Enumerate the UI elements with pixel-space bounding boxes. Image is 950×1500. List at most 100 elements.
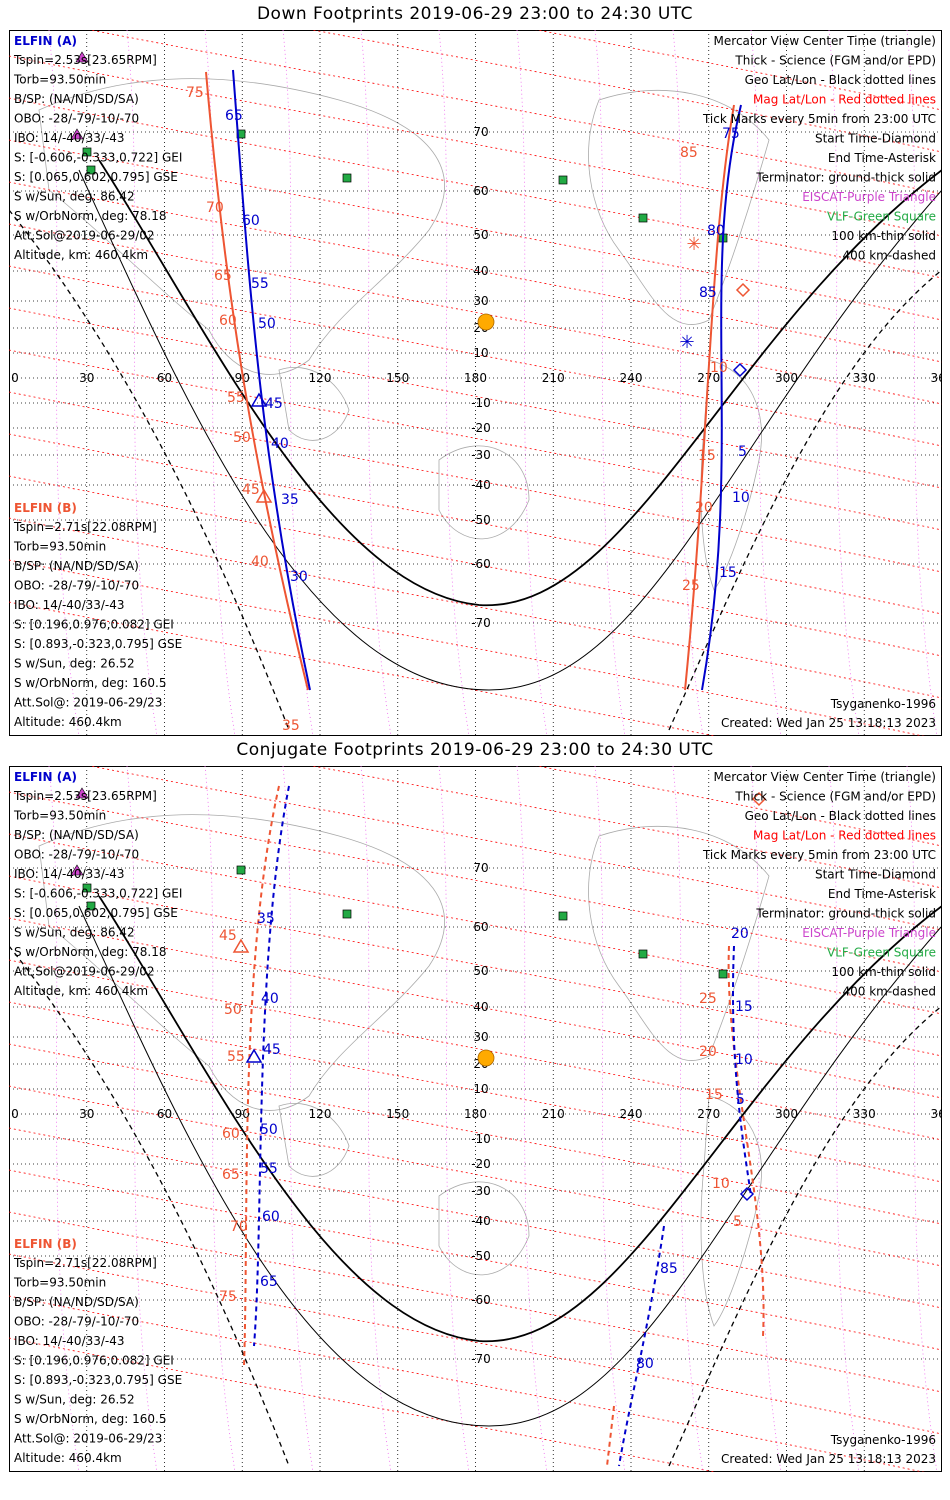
elfin-a-info-line: Torb=93.50min (13, 809, 106, 823)
created-timestamp: Created: Wed Jan 25 13:18:13 2023 (721, 716, 936, 730)
lon-tick-label: 0 (11, 1107, 19, 1121)
continent-outline (438, 1181, 530, 1276)
vlf-station-marker (82, 883, 92, 893)
lon-tick-label: 60 (157, 1107, 172, 1121)
mag-lat-line (535, 30, 942, 111)
mag-lon-line (438, 766, 470, 1472)
lat-tick-label: -10 (471, 1132, 491, 1146)
mag-lat-line (9, 1001, 942, 1183)
lon-tick-label: 330 (853, 371, 876, 385)
lat-tick-label: -30 (471, 1184, 491, 1198)
elfin-b-tick-label: 40 (251, 554, 269, 570)
legend-line: 100 km-thin solid (831, 965, 936, 979)
mag-lat-line (9, 1085, 942, 1267)
continent-outline (38, 814, 445, 1111)
lon-tick-label: 240 (620, 371, 643, 385)
panel-title-down: Down Footprints 2019-06-29 23:00 to 24:3… (256, 4, 694, 24)
elfin-b-header: ELFIN (B) (14, 1237, 77, 1251)
elfin-b-info-line: Altitude: 460.4km (14, 1451, 122, 1465)
mag-lat-line (9, 833, 942, 1015)
terminator-400km-west (9, 945, 290, 1467)
elfin-b-footprint-track (684, 104, 735, 691)
lat-tick-label: 10 (473, 346, 488, 360)
elfin-b-tick-label: 50 (224, 1002, 242, 1018)
lon-tick-label: 30 (79, 1107, 94, 1121)
legend-line: End Time-Asterisk (828, 151, 936, 165)
elfin-b-tick-label: 65 (214, 268, 232, 284)
continent-outline (588, 89, 770, 325)
lat-tick-label: 70 (473, 861, 488, 875)
mag-lat-line (9, 791, 942, 973)
elfin-a-info-line: B/SP: (NA/ND/SD/SA) (14, 92, 139, 106)
elfin-b-info-line: S w/OrbNorm, deg: 160.5 (14, 1412, 166, 1426)
elfin-a-tick-label: 40 (261, 991, 279, 1007)
elfin-b-info-line: S: [0.196,0.976,0.082] GEI (14, 1354, 174, 1368)
mag-lat-line (9, 1043, 942, 1225)
elfin-a-center-triangle (245, 1048, 263, 1063)
lat-tick-label: 10 (473, 1082, 488, 1096)
lon-tick-label: 180 (464, 1107, 487, 1121)
elfin-b-info-line: Att.Sol@: 2019-06-29/23 (14, 1432, 162, 1446)
elfin-b-footprint-track (205, 71, 309, 691)
mag-lat-line (9, 307, 942, 489)
mag-lat-line (310, 30, 942, 153)
elfin-b-center-triangle (232, 938, 250, 953)
lat-tick-label: 30 (473, 1030, 488, 1044)
legend-line: Geo Lat/Lon - Black dotted lines (745, 809, 936, 823)
elfin-a-tick-label: 50 (260, 1122, 278, 1138)
elfin-a-tick-label: 30 (290, 569, 308, 585)
mag-lat-line (9, 1211, 942, 1393)
lat-tick-label: -60 (471, 557, 491, 571)
elfin-b-footprint-track (606, 1405, 615, 1467)
lon-tick-label: 360 (931, 371, 942, 385)
mag-lon-line (516, 766, 548, 1472)
elfin-b-tick-label: 10 (710, 360, 728, 376)
lat-tick-label: 50 (473, 228, 488, 242)
lat-tick-label: -50 (471, 1249, 491, 1263)
elfin-a-info-line: Att.Sol@2019-06-29/02 (14, 229, 155, 243)
elfin-b-start-diamond (751, 791, 767, 807)
elfin-a-info-line: IBO: 14/-40/33/-43 (14, 131, 125, 145)
lon-tick-label: 60 (157, 371, 172, 385)
elfin-a-info-line: S w/Sun, deg: 86.42 (14, 190, 135, 204)
elfin-a-footprint-track (618, 1225, 665, 1467)
vlf-station-marker (86, 901, 96, 911)
terminator-100km (78, 169, 942, 691)
mag-lon-line (750, 766, 782, 1472)
elfin-a-tick-label: 15 (719, 565, 737, 581)
elfin-b-tick-label: 50 (233, 430, 251, 446)
mag-lon-line (828, 766, 860, 1472)
lon-tick-label: 0 (11, 371, 19, 385)
elfin-a-info-line: S: [0.065,0.602,0.795] GSE (14, 906, 178, 920)
elfin-b-info-line: S w/OrbNorm, deg: 160.5 (14, 676, 166, 690)
elfin-b-info-line: S: [0.196,0.976,0.082] GEI (14, 618, 174, 632)
elfin-a-footprint-track (253, 785, 290, 1347)
terminator-400km-east (668, 1005, 942, 1467)
elfin-a-tick-label: 35 (257, 911, 275, 927)
elfin-b-info-line: IBO: 14/-40/33/-43 (14, 598, 125, 612)
eiscat-marker (75, 787, 89, 799)
lat-tick-label: -60 (471, 1293, 491, 1307)
elfin-a-end-asterisk: ✳ (679, 332, 694, 353)
mag-lat-line (535, 766, 942, 847)
mag-lon-line (828, 30, 860, 736)
mag-lat-line (9, 917, 942, 1099)
elfin-a-tick-label: 45 (265, 396, 283, 412)
mag-lat-line (88, 766, 942, 931)
elfin-b-tick-label: 15 (698, 448, 716, 464)
mag-lon-line (204, 766, 236, 1472)
elfin-a-info-line: Altitude, km: 460.4km (14, 248, 148, 262)
mag-lat-line (9, 475, 942, 657)
mag-lat-line (9, 55, 942, 237)
legend-line: Terminator: ground-thick solid (755, 171, 936, 185)
elfin-b-info-line: Att.Sol@: 2019-06-29/23 (14, 696, 162, 710)
lon-tick-label: 240 (620, 1107, 643, 1121)
legend-line: EISCAT-Purple Triangle (802, 190, 936, 204)
legend-line: Mag Lat/Lon - Red dotted lines (753, 93, 936, 107)
mag-lon-line (906, 766, 938, 1472)
mag-lat-line (9, 517, 942, 699)
elfin-b-info-line: Tspin=2.71s[22.08RPM] (13, 1256, 157, 1270)
elfin-a-tick-label: 55 (260, 1161, 278, 1177)
map-conjugate-footprints: 0 30 60 90 120 150 180 210 240 270 300 330 360 70 60 50… (9, 766, 942, 1472)
mag-lon-line (438, 30, 470, 736)
